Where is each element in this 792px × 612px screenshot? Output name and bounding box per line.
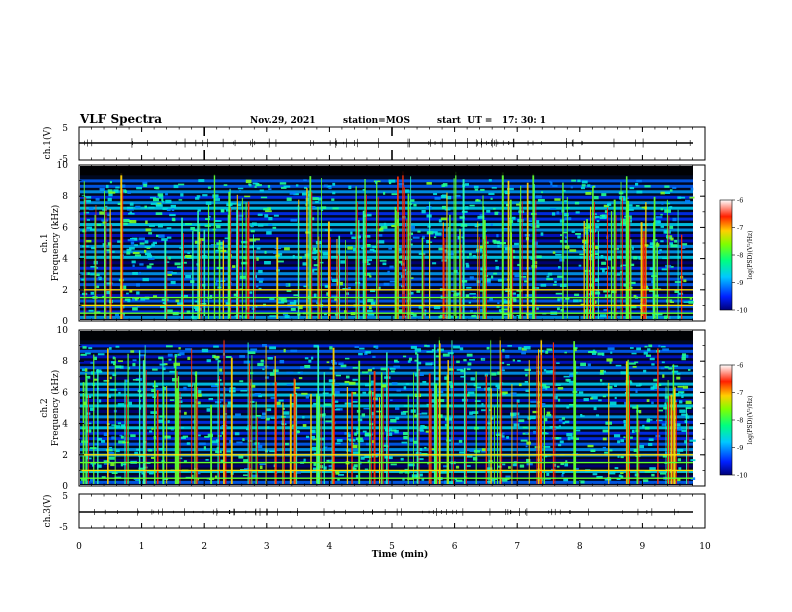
ch1-waveform-panel: 5 -5 ch.1(V) <box>42 124 706 165</box>
colorbar-tick-label: -8 <box>737 252 743 260</box>
xtick-label: 0 <box>76 542 82 552</box>
xtick-label: 1 <box>139 542 145 552</box>
freq-tick-label: 0 <box>62 317 68 327</box>
ch1-ylabel: ch.1(V) <box>42 127 53 160</box>
ch1-freq-label-a: ch.1 <box>40 233 50 252</box>
ch2-freq-label-b: Frequency (kHz) <box>50 370 61 447</box>
freq-tick-label: 8 <box>62 192 68 202</box>
ch1-colorbar: -6 -7 -8 -9 -10 log(PSD)(V²/Hz) <box>719 197 754 315</box>
freq-tick-label: 4 <box>62 255 68 265</box>
ch2-freq-label-a: ch.2 <box>40 398 50 417</box>
start-ut-label: start UT = 17: 30: 1 <box>437 116 546 126</box>
colorbar-tick-label: -6 <box>737 197 743 205</box>
ch3-ylabel: ch.3(V) <box>42 495 53 528</box>
freq-tick-label: 10 <box>57 326 69 336</box>
ch2-spectrogram-image <box>80 331 696 485</box>
freq-tick-label: 10 <box>57 161 69 171</box>
freq-tick-label: 0 <box>62 482 68 492</box>
ch2-colorbar-label: log(PSD)(V²/Hz) <box>747 396 754 445</box>
ch2-spectrogram-panel: 0 2 4 6 8 10 ch.2 Frequency (kHz) <box>40 326 706 492</box>
xtick-label: 8 <box>577 542 583 552</box>
ch1-spectrogram-panel: 0 2 4 6 8 10 ch.1 Frequency (kHz) <box>40 161 706 327</box>
station-label: station=MOS <box>343 116 410 126</box>
ch1-colorbar-label: log(PSD)(V²/Hz) <box>747 231 754 280</box>
ch3-waveform-panel: 5 -5 ch.3(V) <box>42 492 706 533</box>
time-axis: 0 1 2 3 4 5 6 7 8 9 10 <box>76 127 711 552</box>
colorbar-tick-label: -7 <box>737 389 743 397</box>
xaxis-label: Time (min) <box>372 549 429 560</box>
freq-tick-label: 2 <box>62 286 68 296</box>
date-label: Nov.29, 2021 <box>250 116 316 126</box>
xtick-label: 2 <box>201 542 207 552</box>
figure-title: VLF Spectra <box>79 112 162 126</box>
freq-tick-label: 4 <box>62 420 68 430</box>
xtick-label: 7 <box>514 542 520 552</box>
xtick-label: 6 <box>452 542 458 552</box>
xtick-label: 9 <box>640 542 646 552</box>
xtick-label: 4 <box>327 542 333 552</box>
xtick-label: 3 <box>264 542 270 552</box>
freq-tick-label: 6 <box>62 223 68 233</box>
ch3-ytick-top: 5 <box>62 492 68 502</box>
colorbar-tick-label: -7 <box>737 224 743 232</box>
colorbar-tick-label: -9 <box>737 444 743 452</box>
ch1-ytick-top: 5 <box>62 124 68 134</box>
xtick-label: 5 <box>389 542 395 552</box>
colorbar-tick-label: -10 <box>737 307 747 315</box>
freq-tick-label: 8 <box>62 357 68 367</box>
freq-tick-label: 6 <box>62 388 68 398</box>
ch3-ytick-bottom: -5 <box>59 523 68 533</box>
ch2-colorbar: -6 -7 -8 -9 -10 log(PSD)(V²/Hz) <box>719 362 754 480</box>
ch1-freq-label-b: Frequency (kHz) <box>50 205 61 282</box>
colorbar-tick-label: -6 <box>737 362 743 370</box>
ch1-ytick-bottom: -5 <box>59 155 68 165</box>
freq-tick-label: 2 <box>62 451 68 461</box>
ch1-spectrogram-image <box>80 166 695 320</box>
colorbar-tick-label: -8 <box>737 417 743 425</box>
colorbar-tick-label: -10 <box>737 472 747 480</box>
colorbar-tick-label: -9 <box>737 279 743 287</box>
xtick-label: 10 <box>699 542 711 552</box>
